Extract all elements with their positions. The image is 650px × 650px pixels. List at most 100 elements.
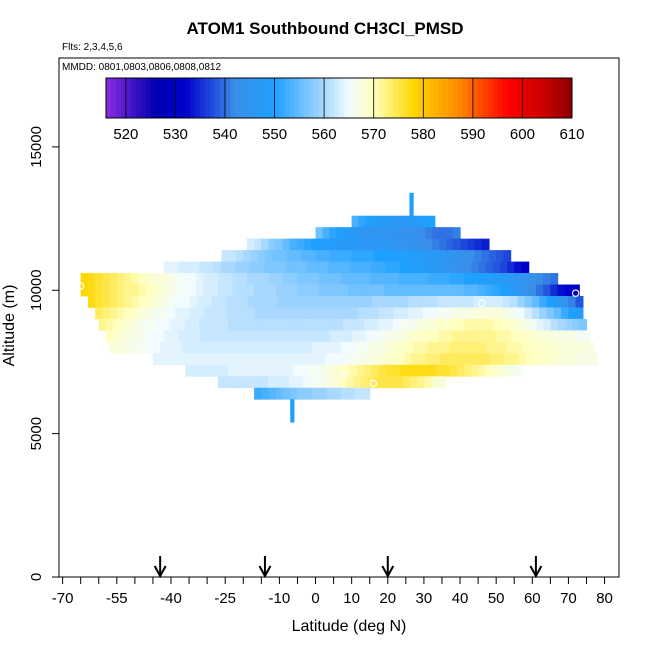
data-cell bbox=[261, 341, 270, 354]
data-cell bbox=[532, 330, 541, 343]
data-cell bbox=[306, 318, 315, 331]
data-cell bbox=[382, 238, 390, 251]
data-cell bbox=[392, 364, 401, 377]
data-cell bbox=[279, 250, 288, 262]
data-cell bbox=[211, 295, 220, 308]
data-cell bbox=[156, 318, 164, 331]
data-cell bbox=[275, 341, 284, 354]
data-cell bbox=[524, 295, 533, 308]
data-cell bbox=[507, 341, 515, 354]
data-cell bbox=[437, 295, 446, 308]
data-cell bbox=[437, 307, 446, 320]
data-cell bbox=[254, 273, 262, 285]
colorbar-segment bbox=[135, 78, 142, 118]
data-cell bbox=[502, 307, 511, 320]
data-cell bbox=[339, 238, 348, 251]
data-cell bbox=[248, 295, 256, 308]
data-cell bbox=[192, 330, 201, 343]
data-cell bbox=[163, 261, 172, 274]
data-cell bbox=[488, 295, 497, 308]
data-cell bbox=[178, 330, 187, 343]
data-cell bbox=[413, 341, 421, 354]
colorbar-tick-label: 600 bbox=[510, 126, 535, 143]
data-cell bbox=[275, 284, 284, 297]
data-cell bbox=[518, 353, 527, 366]
data-cell bbox=[210, 273, 219, 285]
data-cell bbox=[480, 307, 489, 320]
data-cell bbox=[546, 295, 555, 308]
data-cell bbox=[492, 284, 501, 297]
data-cell bbox=[403, 238, 412, 251]
data-cell bbox=[496, 330, 504, 343]
data-cell bbox=[507, 261, 515, 274]
data-cell bbox=[199, 330, 208, 343]
data-cell bbox=[138, 273, 147, 285]
data-cell bbox=[393, 215, 401, 228]
data-cell bbox=[575, 307, 584, 320]
data-cell bbox=[152, 341, 161, 354]
data-cell bbox=[167, 295, 176, 308]
data-cell bbox=[528, 284, 537, 297]
data-cell bbox=[582, 330, 591, 343]
data-cell bbox=[292, 318, 301, 331]
data-cell bbox=[366, 330, 374, 343]
data-cell bbox=[233, 307, 242, 320]
data-cell bbox=[385, 364, 394, 377]
data-cell bbox=[249, 261, 258, 274]
data-cell bbox=[328, 318, 337, 331]
data-cell bbox=[474, 250, 483, 262]
data-cell bbox=[246, 273, 255, 285]
data-cell bbox=[422, 295, 431, 308]
data-cell bbox=[134, 318, 143, 331]
data-cell bbox=[460, 250, 468, 262]
data-cell bbox=[271, 364, 279, 377]
data-cell bbox=[398, 341, 407, 354]
data-cell bbox=[246, 284, 255, 297]
data-cell bbox=[160, 307, 169, 320]
data-cell bbox=[282, 238, 291, 251]
y-tick-label: 10000 bbox=[28, 269, 45, 311]
data-cell bbox=[308, 330, 317, 343]
data-cell bbox=[348, 273, 356, 285]
data-cell bbox=[142, 330, 150, 343]
data-cell bbox=[196, 341, 205, 354]
data-cell bbox=[146, 307, 154, 320]
data-cell bbox=[335, 318, 344, 331]
data-cell bbox=[355, 273, 364, 285]
data-cell bbox=[283, 284, 291, 297]
data-cell bbox=[521, 341, 530, 354]
data-cell bbox=[355, 341, 364, 354]
data-cell bbox=[254, 387, 262, 400]
data-cell bbox=[388, 376, 397, 389]
data-cell bbox=[131, 295, 140, 308]
data-cell bbox=[441, 284, 450, 297]
data-cell bbox=[189, 307, 198, 320]
colorbar-segment bbox=[210, 78, 216, 118]
data-cell bbox=[517, 330, 526, 343]
data-cell bbox=[415, 307, 424, 320]
data-cell bbox=[434, 284, 443, 297]
data-cell bbox=[386, 307, 395, 320]
colorbar-segment bbox=[309, 78, 315, 118]
data-cell bbox=[281, 353, 290, 366]
data-cell bbox=[289, 376, 297, 389]
data-cell bbox=[393, 295, 402, 308]
data-cell bbox=[152, 284, 161, 297]
data-cell bbox=[405, 273, 414, 285]
data-cell bbox=[418, 353, 426, 366]
data-cell bbox=[369, 284, 378, 297]
data-cell bbox=[348, 284, 356, 297]
colorbar-segment bbox=[269, 78, 276, 118]
data-cell bbox=[311, 387, 320, 400]
data-cell bbox=[275, 238, 284, 251]
data-point-marker bbox=[340, 371, 349, 379]
data-cell bbox=[452, 250, 461, 262]
data-cell bbox=[324, 376, 333, 389]
data-cell bbox=[409, 250, 418, 262]
data-cell bbox=[328, 307, 336, 320]
data-cell bbox=[510, 295, 518, 308]
data-cell bbox=[239, 284, 248, 297]
data-cell bbox=[231, 353, 240, 366]
data-cell bbox=[283, 387, 291, 400]
data-cell bbox=[152, 273, 161, 285]
